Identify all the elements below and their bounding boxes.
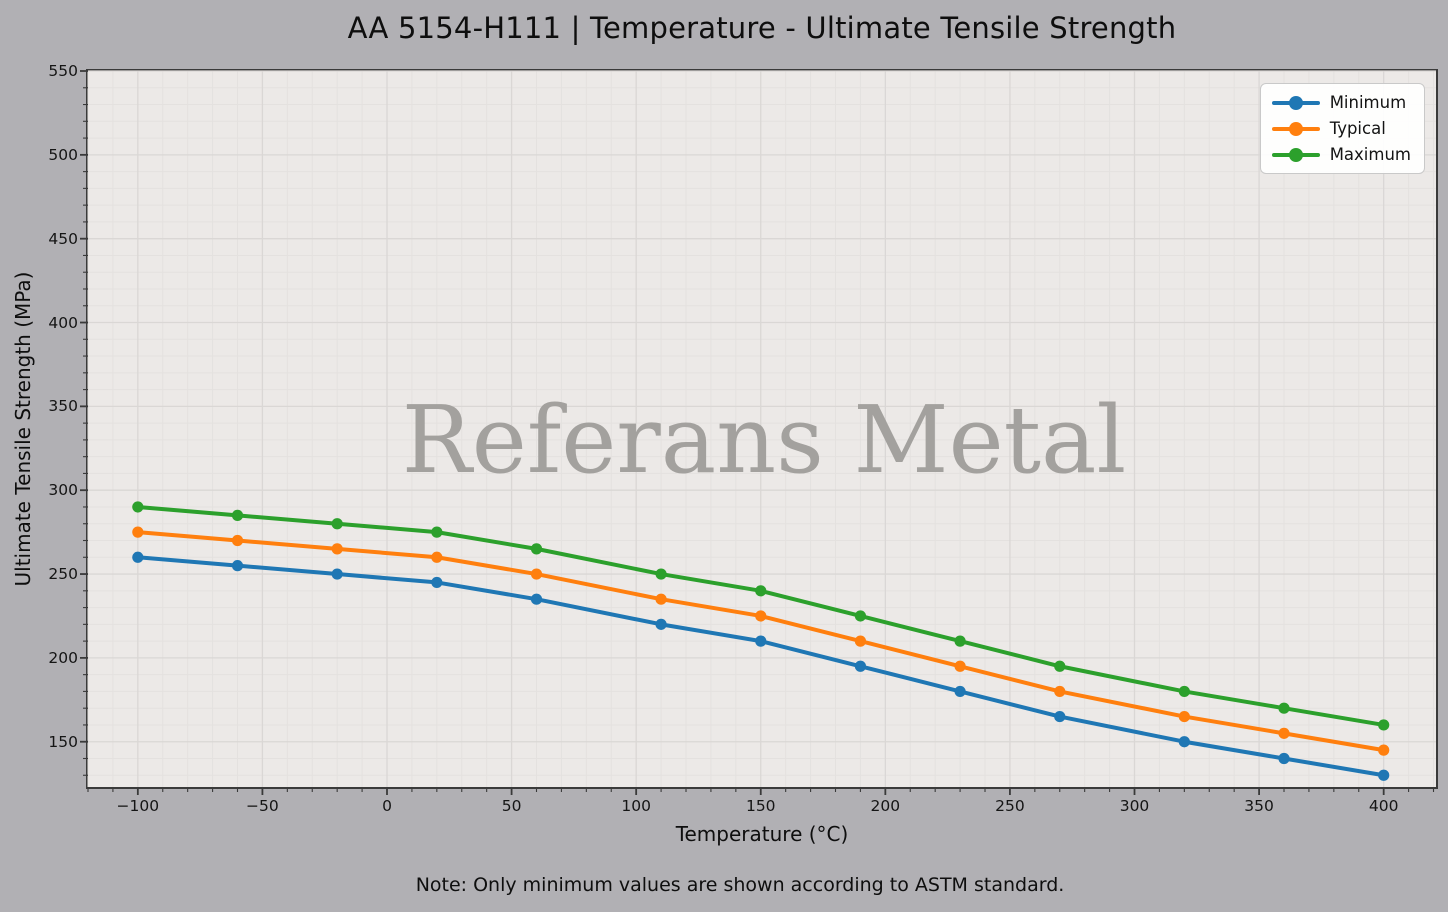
y-axis-label: Ultimate Tensile Strength (MPa) bbox=[11, 271, 35, 587]
data-point-typical bbox=[655, 593, 667, 605]
data-point-minimum bbox=[1278, 752, 1290, 765]
data-point-minimum bbox=[854, 660, 867, 672]
data-point-maximum bbox=[431, 526, 443, 538]
chart-canvas: Referans Metal bbox=[80, 70, 1436, 795]
data-point-maximum bbox=[1278, 702, 1290, 714]
data-point-typical bbox=[331, 543, 343, 555]
x-axis-label: Temperature (°C) bbox=[675, 822, 849, 846]
legend-line-sample bbox=[1271, 147, 1320, 162]
data-point-maximum bbox=[854, 610, 867, 622]
x-tick-label: 250 bbox=[995, 797, 1025, 815]
data-point-maximum bbox=[655, 568, 667, 580]
legend-item-minimum: Minimum bbox=[1271, 93, 1411, 112]
watermark-text: Referans Metal bbox=[402, 386, 1126, 494]
x-tick-label: 400 bbox=[1368, 797, 1399, 815]
x-tick-label: −100 bbox=[116, 797, 160, 815]
data-point-minimum bbox=[231, 560, 244, 572]
data-point-minimum bbox=[530, 593, 543, 605]
data-point-maximum bbox=[530, 543, 543, 555]
legend-line-sample bbox=[1271, 121, 1320, 136]
legend-label: Minimum bbox=[1329, 93, 1407, 112]
data-point-typical bbox=[1378, 744, 1390, 756]
data-point-typical bbox=[954, 660, 966, 672]
x-tick-label: 0 bbox=[382, 797, 392, 815]
y-tick-label: 400 bbox=[48, 313, 78, 332]
legend: Minimum Typical Maximum bbox=[1259, 83, 1425, 174]
data-point-minimum bbox=[954, 685, 966, 698]
data-point-maximum bbox=[1178, 685, 1190, 698]
data-point-minimum bbox=[431, 576, 443, 589]
plot-area: Referans Metal Minimum Typical Maximum bbox=[80, 69, 1438, 795]
data-point-minimum bbox=[655, 618, 667, 630]
legend-item-typical: Typical bbox=[1271, 119, 1411, 138]
x-tick-label: 350 bbox=[1244, 797, 1274, 815]
legend-label: Maximum bbox=[1329, 145, 1411, 164]
x-tick-label: 300 bbox=[1119, 797, 1150, 815]
data-point-maximum bbox=[1378, 719, 1390, 731]
data-point-typical bbox=[132, 526, 144, 538]
y-tick-label: 500 bbox=[48, 145, 78, 164]
y-tick-label: 450 bbox=[48, 229, 78, 248]
data-point-typical bbox=[431, 551, 443, 563]
y-tick-label: 550 bbox=[48, 62, 78, 80]
x-tick-label: 200 bbox=[870, 797, 901, 815]
data-point-maximum bbox=[132, 501, 144, 513]
data-point-minimum bbox=[132, 551, 144, 563]
data-point-typical bbox=[1178, 710, 1190, 723]
data-point-typical bbox=[530, 568, 543, 580]
footnote: Note: Only minimum values are shown acco… bbox=[415, 874, 1065, 896]
x-tick-label: −50 bbox=[246, 797, 279, 815]
x-tick-label: 150 bbox=[745, 797, 776, 815]
x-tick-label: 50 bbox=[501, 797, 522, 815]
y-tick-label: 350 bbox=[48, 397, 78, 416]
y-tick-label: 150 bbox=[48, 732, 78, 751]
data-point-typical bbox=[1278, 727, 1290, 739]
data-point-typical bbox=[854, 635, 867, 647]
data-point-minimum bbox=[1054, 710, 1066, 723]
data-point-minimum bbox=[1178, 736, 1190, 748]
data-point-typical bbox=[1054, 685, 1066, 698]
data-point-maximum bbox=[1054, 660, 1066, 672]
x-tick-label: 100 bbox=[621, 797, 651, 815]
data-point-minimum bbox=[331, 568, 343, 580]
y-tick-label: 250 bbox=[48, 565, 78, 584]
data-point-typical bbox=[755, 610, 767, 622]
chart-title: AA 5154-H111 | Temperature - Ultimate Te… bbox=[347, 11, 1177, 45]
data-point-maximum bbox=[954, 635, 966, 647]
data-point-maximum bbox=[331, 518, 343, 530]
data-point-maximum bbox=[755, 585, 767, 597]
legend-label: Typical bbox=[1329, 119, 1386, 138]
legend-item-maximum: Maximum bbox=[1271, 145, 1411, 164]
data-point-minimum bbox=[1378, 769, 1390, 781]
data-point-typical bbox=[231, 534, 244, 547]
y-tick-label: 300 bbox=[48, 481, 78, 500]
legend-line-sample bbox=[1271, 95, 1320, 110]
data-point-minimum bbox=[755, 635, 767, 647]
data-point-maximum bbox=[231, 509, 244, 521]
y-tick-label: 200 bbox=[48, 648, 78, 667]
